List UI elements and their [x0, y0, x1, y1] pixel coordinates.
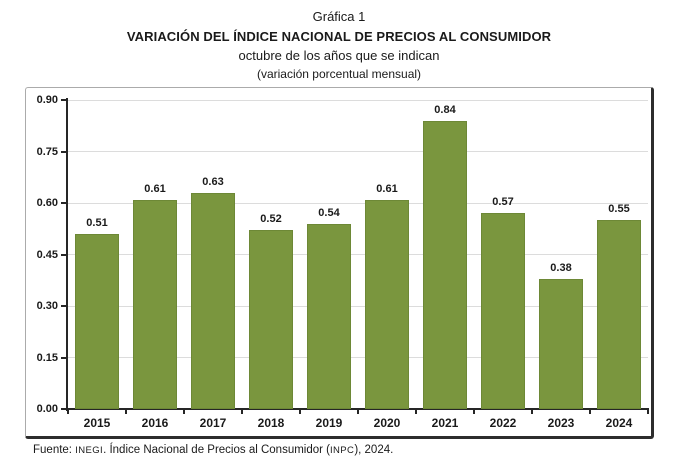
x-axis-tick [67, 409, 69, 414]
bar-value-label: 0.84 [434, 103, 456, 116]
x-axis-tick [357, 409, 359, 414]
y-tick-label: 0.15 [36, 351, 58, 364]
bar-value-label: 0.61 [144, 182, 166, 195]
bar-value-label: 0.51 [86, 216, 108, 229]
x-tick-label: 2022 [489, 416, 517, 430]
chart-unit-note: (variación porcentual mensual) [256, 67, 422, 81]
bar-value-label: 0.61 [376, 182, 398, 195]
y-axis-tick [61, 356, 68, 359]
source-note: Fuente: INEGI. Índice Nacional de Precio… [33, 444, 393, 456]
bar [133, 199, 177, 409]
y-axis-tick [61, 253, 68, 256]
bar [423, 120, 467, 409]
y-axis-line [66, 98, 68, 411]
y-tick-label: 0.30 [36, 300, 58, 312]
bar-value-label: 0.63 [202, 175, 224, 188]
gridline [68, 305, 648, 307]
source-suffix: ), 2024. [354, 444, 394, 456]
chart-title: VARIACIÓN DEL ÍNDICE NACIONAL DE PRECIOS… [126, 29, 552, 44]
x-tick-label: 2017 [199, 416, 227, 430]
y-axis-tick [61, 408, 68, 410]
x-tick-label: 2024 [605, 416, 633, 430]
gridline [68, 151, 648, 152]
y-axis-tick [61, 99, 68, 101]
x-axis-tick [183, 409, 185, 414]
x-axis-tick [531, 409, 533, 414]
gridline [68, 99, 648, 101]
y-axis-tick [61, 150, 68, 153]
bar [365, 199, 409, 409]
y-tick-label: 0.45 [36, 248, 58, 261]
x-tick-label: 2021 [431, 416, 459, 430]
bar [307, 223, 351, 409]
y-tick-label: 0.75 [36, 145, 58, 158]
x-axis-tick [589, 409, 591, 414]
figure-label: Gráfica 1 [312, 9, 366, 24]
bar [249, 230, 293, 409]
x-axis-line [66, 408, 649, 410]
gridline [68, 357, 648, 358]
y-tick-label: 0.60 [36, 197, 58, 209]
x-tick-label: 2019 [315, 416, 343, 430]
bar [481, 213, 525, 409]
gridline [68, 202, 648, 204]
bar-value-label: 0.52 [260, 213, 282, 226]
x-axis-tick [473, 409, 475, 414]
gridline [68, 254, 648, 255]
source-inegi: INEGI [75, 445, 104, 456]
x-axis-tick [647, 409, 649, 414]
bar-value-label: 0.38 [550, 261, 572, 274]
x-axis-tick [415, 409, 417, 414]
x-tick-label: 2015 [83, 416, 111, 430]
x-axis-tick [241, 409, 243, 414]
y-axis-tick [61, 202, 68, 204]
x-axis-tick [299, 409, 301, 414]
bar [191, 192, 235, 409]
y-tick-label: 0.00 [36, 403, 58, 415]
x-axis-tick [125, 409, 127, 414]
bar-value-label: 0.57 [492, 196, 514, 209]
bar [539, 278, 583, 409]
source-inpc: INPC [330, 445, 355, 456]
bar-value-label: 0.54 [318, 206, 340, 219]
y-axis-tick [61, 305, 68, 307]
x-tick-label: 2016 [141, 416, 169, 430]
x-tick-label: 2020 [373, 416, 401, 430]
source-prefix: Fuente: [33, 444, 76, 456]
bar [597, 220, 641, 409]
bar [75, 233, 119, 409]
y-tick-label: 0.90 [36, 94, 58, 106]
bar-value-label: 0.55 [608, 203, 630, 216]
chart-box: 0.00 0.15 0.30 0.45 0.60 0.75 0.90 0.51 2015 0.61… [25, 87, 654, 439]
x-tick-label: 2018 [257, 416, 285, 430]
plot-area: 0.00 0.15 0.30 0.45 0.60 0.75 0.90 0.51 2015 0.61… [26, 88, 651, 436]
chart-subtitle: octubre de los años que se indican [238, 48, 440, 63]
source-mid: . Índice Nacional de Precios al Consumid… [103, 444, 330, 456]
x-tick-label: 2023 [547, 416, 575, 430]
